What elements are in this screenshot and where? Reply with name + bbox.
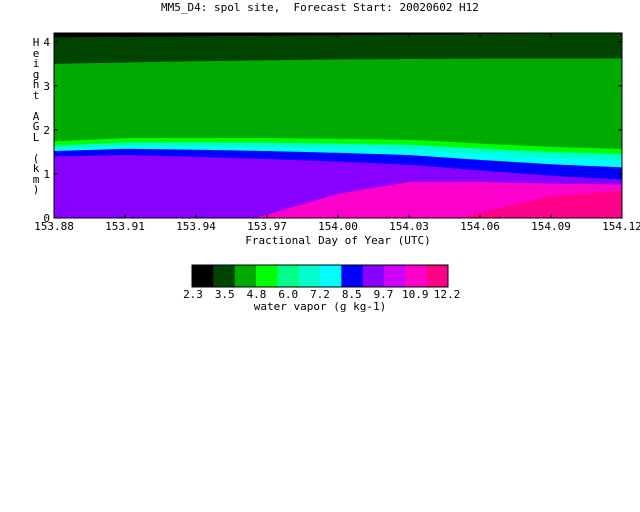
colorbar-swatch [256,265,278,287]
colorbar-swatch [277,265,300,287]
colorbar-label: water vapor (g kg-1) [253,300,387,313]
x-tick-label: 153.88 [34,220,74,233]
colorbar-tick-label: 3.5 [215,288,235,301]
colorbar-tick-label: 8.5 [342,288,362,301]
colorbar-swatch [405,265,428,287]
x-axis-label: Fractional Day of Year (UTC) [245,234,431,247]
y-axis-label: H e i g h t A G L ( k m ) [32,36,40,196]
colorbar-swatch [234,265,257,287]
chart-title: MM5_D4: spol site, Forecast Start: 20020… [161,1,479,14]
colorbar-swatch [298,265,321,287]
colorbar-tick-label: 9.7 [374,288,394,301]
y-tick-label: 0 [43,212,50,225]
x-tick-label: 154.06 [460,220,500,233]
y-tick-label: 2 [43,124,50,137]
colorbar-swatch [426,265,449,287]
colorbar-tick-label: 6.0 [278,288,298,301]
y-tick-label: 3 [43,80,50,93]
colorbar-frame [191,264,449,288]
x-tick-label: 154.03 [389,220,429,233]
y-tick-label: 4 [43,36,50,49]
colorbar-tick-label: 12.2 [434,288,461,301]
x-tick-label: 154.00 [318,220,358,233]
colorbar-tick-label: 4.8 [247,288,267,301]
x-tick-label: 153.97 [247,220,287,233]
colorbar-tick-label: 7.2 [310,288,330,301]
colorbar-swatch [192,265,214,287]
colorbar-tick-label: 2.3 [183,288,203,301]
colorbar-swatch [213,265,236,287]
x-tick-label: 153.91 [105,220,145,233]
region-very-moist-surface [456,190,622,218]
colorbar-swatch [384,265,406,287]
x-tick-label: 154.09 [531,220,571,233]
colorbar-swatch [362,265,385,287]
x-tick-label: 154.12 [602,220,640,233]
colorbar-swatch [341,265,364,287]
colorbar-tick-label: 10.9 [402,288,429,301]
x-tick-label: 153.94 [176,220,216,233]
colorbar-swatch [320,265,342,287]
y-tick-label: 1 [43,168,50,181]
